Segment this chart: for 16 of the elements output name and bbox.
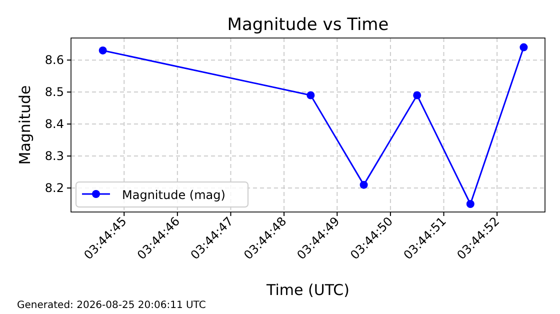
text: Generated: 2026-08-25 20:06:11 UTC (17, 300, 206, 311)
chart-title: Magnitude vs Time (227, 15, 389, 35)
y-tick-label: 8.3 (44, 149, 64, 164)
point (98, 46, 107, 54)
y-tick-label: 8.6 (44, 53, 64, 68)
y-tick-label: 8.5 (44, 85, 64, 100)
y-tick-label: 8.4 (44, 117, 64, 132)
x-axis-title: Time (UTC) (266, 281, 350, 299)
y-tick-label: 8.2 (44, 181, 64, 196)
point (520, 43, 528, 52)
point (413, 91, 422, 100)
y-axis-title: Magnitude (16, 85, 34, 165)
point (466, 200, 474, 208)
legend-label: Magnitude (mag) (122, 188, 226, 202)
point (306, 91, 315, 100)
point (360, 180, 368, 189)
